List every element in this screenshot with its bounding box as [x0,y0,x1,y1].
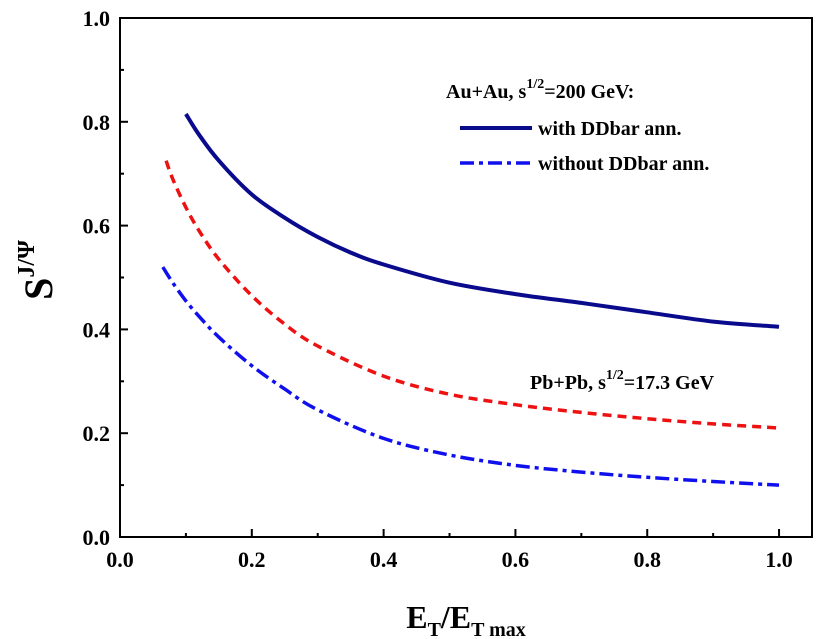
annotation-pbpb-rest: =17.3 GeV [624,372,715,394]
annotation-auau-base: Au+Au, s [446,81,527,103]
x-tick-label-2: 0.4 [370,547,398,572]
annotation-auau: Au+Au, s1/2=200 GeV: [446,77,634,103]
y-tick-label-3: 0.6 [83,214,111,239]
y-tick-label-1: 0.2 [83,421,111,446]
annotation-pbpb: Pb+Pb, s1/2=17.3 GeV [530,368,715,394]
annotation-pbpb-sup: 1/2 [606,368,624,383]
y-tick-label-4: 0.8 [83,110,111,135]
annotation-auau-sup: 1/2 [526,77,544,92]
svg-text:SJ/Ψ: SJ/Ψ [14,240,61,300]
y-axis-title: SJ/Ψ [14,240,61,300]
x-axis-title-sub2: T max [471,619,526,639]
series-group [161,112,780,487]
y-tick-label-2: 0.4 [83,317,111,342]
x-axis-title: ET/ET max [406,599,526,639]
y-tick-label-0: 0.0 [83,525,111,550]
plot-frame [119,17,813,538]
x-tick-label-4: 0.8 [633,547,661,572]
legend-label-without-ddbar: without DDbar ann. [538,153,709,175]
y-axis-title-main: S [16,278,61,300]
tick-labels: 0.0 0.2 0.4 0.6 0.8 1.0 0.0 0.2 0.4 0.6 0.8 1.0 [83,6,793,572]
y-tick-label-5: 1.0 [83,6,111,31]
annotation-pbpb-base: Pb+Pb, s [530,372,606,394]
x-axis-title-slash: /E [440,599,471,635]
series-line-pb-pb [164,160,780,430]
series-line-without-ddbar-ann [161,266,780,487]
x-tick-label-1: 0.2 [238,547,266,572]
series-line-with-ddbar-ann [184,112,780,329]
x-tick-label-5: 1.0 [765,547,793,572]
x-axis-title-sub1: T [428,619,442,639]
x-tick-label-3: 0.6 [502,547,530,572]
legend: with DDbar ann. without DDbar ann. [460,118,709,175]
legend-label-with-ddbar: with DDbar ann. [538,118,682,140]
annotation-auau-rest: =200 GeV: [544,81,634,103]
x-tick-label-0: 0.0 [106,547,134,572]
y-axis-title-sup: J/Ψ [14,240,40,278]
x-axis-title-main: E [406,599,427,635]
